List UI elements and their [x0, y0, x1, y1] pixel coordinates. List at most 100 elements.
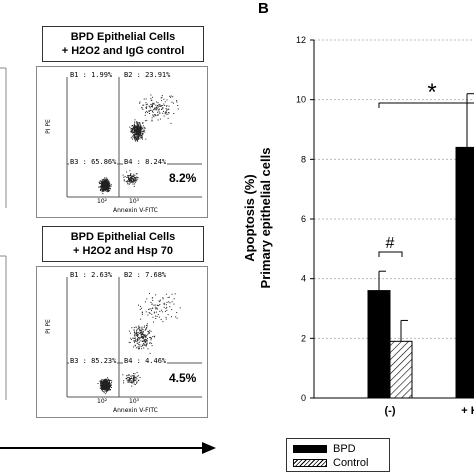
scatter-dot: [157, 119, 159, 121]
scatter-dot: [133, 379, 135, 381]
scatter-dot: [138, 127, 140, 129]
legend-swatch-bpd: [293, 445, 327, 453]
scatter-dot: [157, 109, 159, 111]
scatter-dot: [133, 332, 135, 334]
scatter-dot: [123, 179, 125, 181]
scatter-dot: [131, 125, 133, 127]
scatter-dot: [100, 385, 102, 387]
scatter-dot: [152, 115, 154, 117]
scatter-dot: [105, 383, 107, 385]
scatter-dot: [146, 343, 148, 345]
scatter-dot: [134, 119, 136, 121]
scatter-dot: [155, 318, 157, 319]
scatter-dot: [108, 388, 110, 390]
scatter-dot: [139, 338, 141, 340]
scatter-dot: [153, 304, 155, 306]
y-tick-label: 0: [301, 393, 306, 403]
scatter-dot: [106, 382, 108, 383]
scatter-dot: [110, 383, 112, 385]
scatter-dot: [133, 329, 135, 331]
scatter-dot: [98, 182, 100, 183]
scatter-dot: [140, 130, 142, 132]
scatter-dot: [141, 334, 143, 336]
scatter-dot: [154, 108, 155, 110]
scatter-dot: [134, 121, 135, 123]
scatter-dot: [152, 307, 153, 309]
scatter-dot: [141, 313, 143, 315]
scatter-dot: [127, 175, 129, 177]
scatter-dot: [131, 177, 133, 179]
scatter-dot: [150, 336, 152, 338]
scatter-dot: [146, 105, 148, 107]
scatter-dot: [156, 315, 158, 317]
scatter-dot: [171, 309, 173, 311]
scatter-dot: [136, 125, 138, 127]
scatter-dot: [104, 186, 106, 188]
top-caption-line1: BPD Epithelial Cells: [70, 31, 176, 43]
scatter-dot: [141, 334, 143, 336]
scatter-dot: [139, 332, 141, 334]
scatter-dot: [131, 382, 133, 384]
scatter-dot: [141, 128, 143, 130]
scatter-dot: [134, 331, 135, 333]
scatter-dot: [131, 180, 133, 182]
scatter-dot: [142, 138, 143, 140]
scatter-dot: [103, 380, 105, 382]
legend-label-control: Control: [333, 457, 369, 469]
scatter-dot: [137, 342, 139, 344]
scatter-dot: [159, 310, 161, 312]
scatter-dot: [173, 298, 175, 300]
scatter-dot: [141, 312, 143, 314]
scatter-dot: [168, 301, 170, 303]
scatter-dot: [106, 385, 108, 387]
scatter-dot: [128, 183, 130, 185]
scatter-dot: [101, 181, 103, 183]
scatter-dot: [108, 381, 110, 383]
scatter-dot: [134, 123, 135, 125]
scatter-dot: [133, 180, 135, 182]
scatter-dot: [175, 316, 177, 318]
scatter-dot: [141, 130, 143, 132]
scatter-dot: [155, 294, 157, 296]
scatter-dot: [106, 178, 108, 180]
scatter-dot: [133, 376, 135, 378]
scatter-dot: [109, 388, 111, 390]
scatter-dot: [106, 379, 108, 381]
scatter-dot: [129, 178, 131, 179]
legend-label-bpd: BPD: [333, 443, 356, 455]
scatter-dot: [142, 125, 144, 127]
scatter-dot: [142, 338, 144, 339]
scatter-dot: [108, 378, 110, 380]
scatter-dot: [105, 180, 107, 181]
scatter-dot: [146, 119, 148, 121]
scatter-dot: [109, 384, 111, 386]
scatter-dot: [137, 337, 139, 339]
scatter-dot: [137, 134, 139, 136]
scatter-dot: [139, 128, 141, 129]
scatter-dot: [104, 379, 106, 381]
scatter-dot: [143, 126, 145, 128]
scatter-dot: [143, 98, 145, 100]
bottom-xlabel: Annexin V-FITC: [113, 407, 158, 414]
scatter-dot: [130, 378, 131, 379]
scatter-dot: [138, 341, 140, 343]
scatter-dot: [131, 381, 133, 383]
scatter-dot: [99, 186, 101, 188]
scatter-dot: [147, 330, 149, 332]
scatter-dot: [106, 388, 108, 390]
scatter-dot: [138, 125, 140, 126]
scatter-dot: [135, 127, 137, 129]
scatter-dot: [103, 383, 105, 385]
scatter-dot: [144, 334, 146, 336]
scatter-dot: [141, 126, 143, 128]
scatter-dot: [110, 384, 112, 386]
scatter-dot: [161, 96, 163, 98]
scatter-dot: [105, 185, 107, 187]
scatter-dot: [130, 332, 131, 334]
scatter-dot: [127, 376, 129, 378]
scatter-dot: [128, 181, 130, 182]
scatter-dot: [145, 344, 147, 346]
scatter-dot: [156, 101, 158, 103]
scatter-dot: [134, 129, 136, 131]
scatter-dot: [132, 337, 134, 339]
